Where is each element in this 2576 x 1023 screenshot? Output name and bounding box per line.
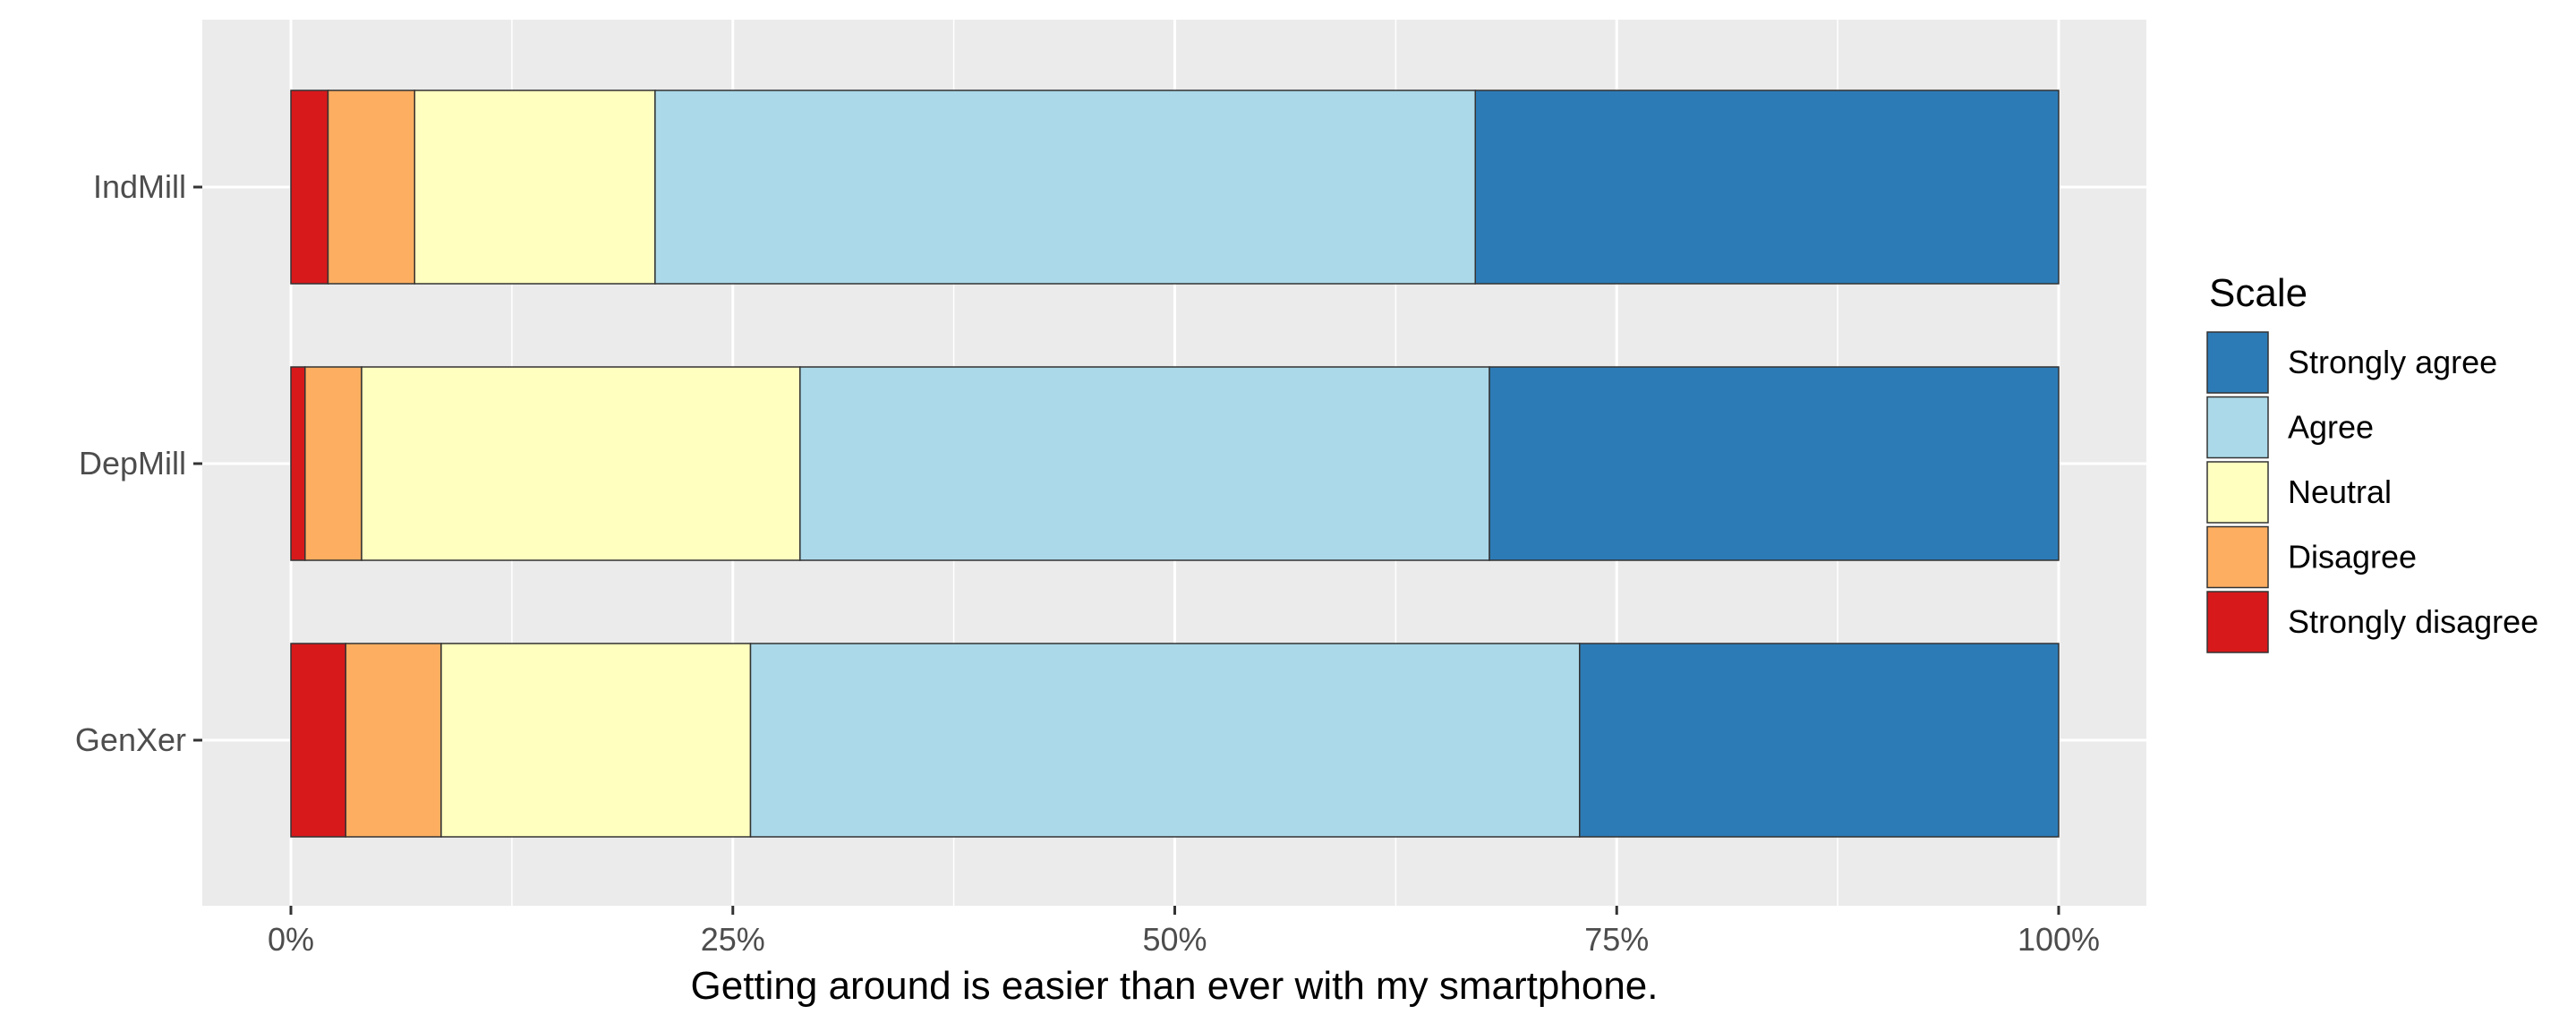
x-tick-label: 50% [1142,921,1207,958]
x-axis-title: Getting around is easier than ever with … [691,964,1659,1008]
bar-segment [1474,90,2060,285]
legend-label: Agree [2288,409,2374,446]
bar-segment [1488,366,2060,561]
y-tick-label: GenXer [75,721,186,758]
x-axis: 0% 25% 50% 75% 100% [268,906,2100,958]
y-tick-label: IndMill [93,168,186,205]
legend-key [2206,591,2269,653]
legend-label: Strongly agree [2288,344,2497,380]
bar-segment [799,366,1490,561]
bar-segment [414,90,656,285]
x-tick-label: 25% [701,921,765,958]
legend-items: Strongly agree Agree Neutral Disagree Strong… [2206,331,2538,653]
legend-title: Scale [2209,271,2307,315]
bar-segment [304,366,363,561]
legend-key [2206,461,2269,524]
bar-segment [654,90,1476,285]
legend-label: Disagree [2288,539,2417,575]
bar-segment [440,643,752,838]
bar-segment [327,90,416,285]
bar-segment [361,366,801,561]
x-tick-label: 100% [2017,921,2100,958]
bar-segment [290,366,306,561]
bars-group [290,90,2060,838]
bar-segment [290,90,329,285]
legend-key [2206,396,2269,459]
legend-key [2206,331,2269,394]
bar-segment [1579,643,2060,838]
x-tick-label: 0% [268,921,314,958]
bar-segment [749,643,1581,838]
legend: Scale Strongly agree Agree Neutral Disagree… [2206,271,2538,653]
y-axis: IndMill DepMill GenXer [75,168,202,758]
legend-key [2206,525,2269,589]
y-tick-label: DepMill [79,445,186,482]
x-tick-label: 75% [1584,921,1649,958]
legend-label: Strongly disagree [2288,603,2538,640]
bar-segment [345,643,442,838]
legend-label: Neutral [2288,473,2392,510]
bar-segment [290,643,346,838]
